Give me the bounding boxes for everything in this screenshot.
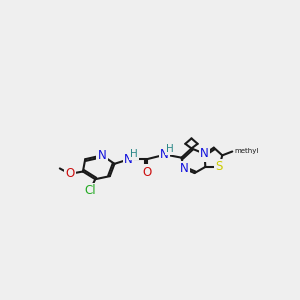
Text: H: H [166, 144, 174, 154]
Text: N: N [160, 148, 169, 161]
Text: Cl: Cl [84, 184, 96, 197]
Text: methyl: methyl [235, 148, 259, 154]
Text: S: S [215, 160, 223, 173]
Text: H: H [130, 149, 138, 159]
Text: N: N [179, 162, 188, 175]
Text: N: N [98, 149, 106, 162]
Text: N: N [200, 147, 209, 160]
Text: O: O [142, 165, 152, 178]
Text: N: N [124, 153, 133, 166]
Text: O: O [142, 166, 152, 179]
Text: O: O [65, 167, 74, 180]
